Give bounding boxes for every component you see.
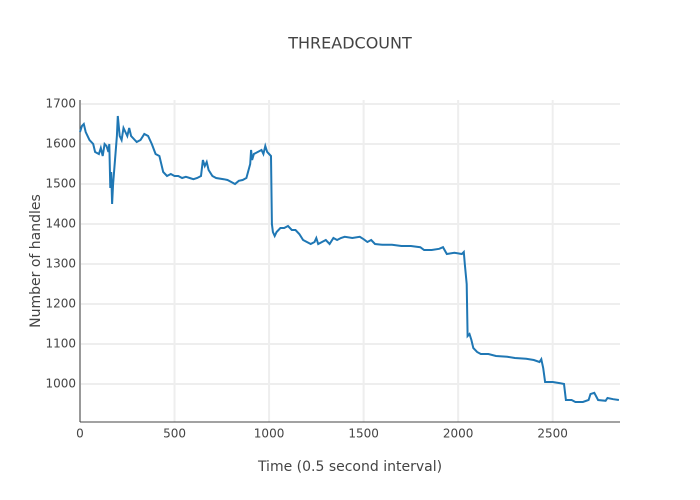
y-tick-label: 1500 [45,177,76,191]
x-tick-label: 2000 [443,427,474,441]
y-tick-label: 1700 [45,97,76,111]
x-tick-label: 0 [76,427,84,441]
chart-title: THREADCOUNT [287,34,412,53]
x-tick-label: 1500 [348,427,379,441]
x-tick-label: 2500 [537,427,568,441]
y-tick-label: 1200 [45,297,76,311]
y-tick-label: 1100 [45,337,76,351]
y-tick-label: 1400 [45,217,76,231]
y-axis-title: Number of handles [28,194,44,328]
data-line [79,115,620,403]
y-tick-label: 1300 [45,257,76,271]
y-tick-label: 1000 [45,377,76,391]
x-axis-title: Time (0.5 second interval) [257,459,442,475]
x-tick-label: 1000 [254,427,285,441]
x-tick-label: 500 [163,427,186,441]
y-tick-label: 1600 [45,137,76,151]
